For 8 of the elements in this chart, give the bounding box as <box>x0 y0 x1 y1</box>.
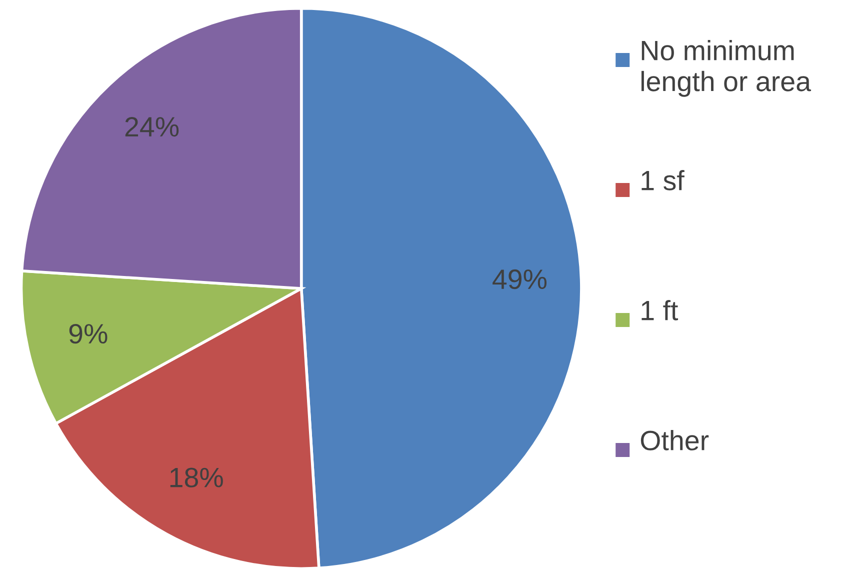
data-label: 24% <box>125 117 179 137</box>
legend-label: Other <box>640 430 709 450</box>
data-label: 9% <box>69 324 108 344</box>
legend-label: 1 sf <box>642 170 684 190</box>
legend-label: No minimum length or area <box>641 40 812 97</box>
legend-label: 1 ft <box>642 300 678 320</box>
data-label: 18% <box>170 468 223 488</box>
data-label: 49% <box>492 269 547 290</box>
